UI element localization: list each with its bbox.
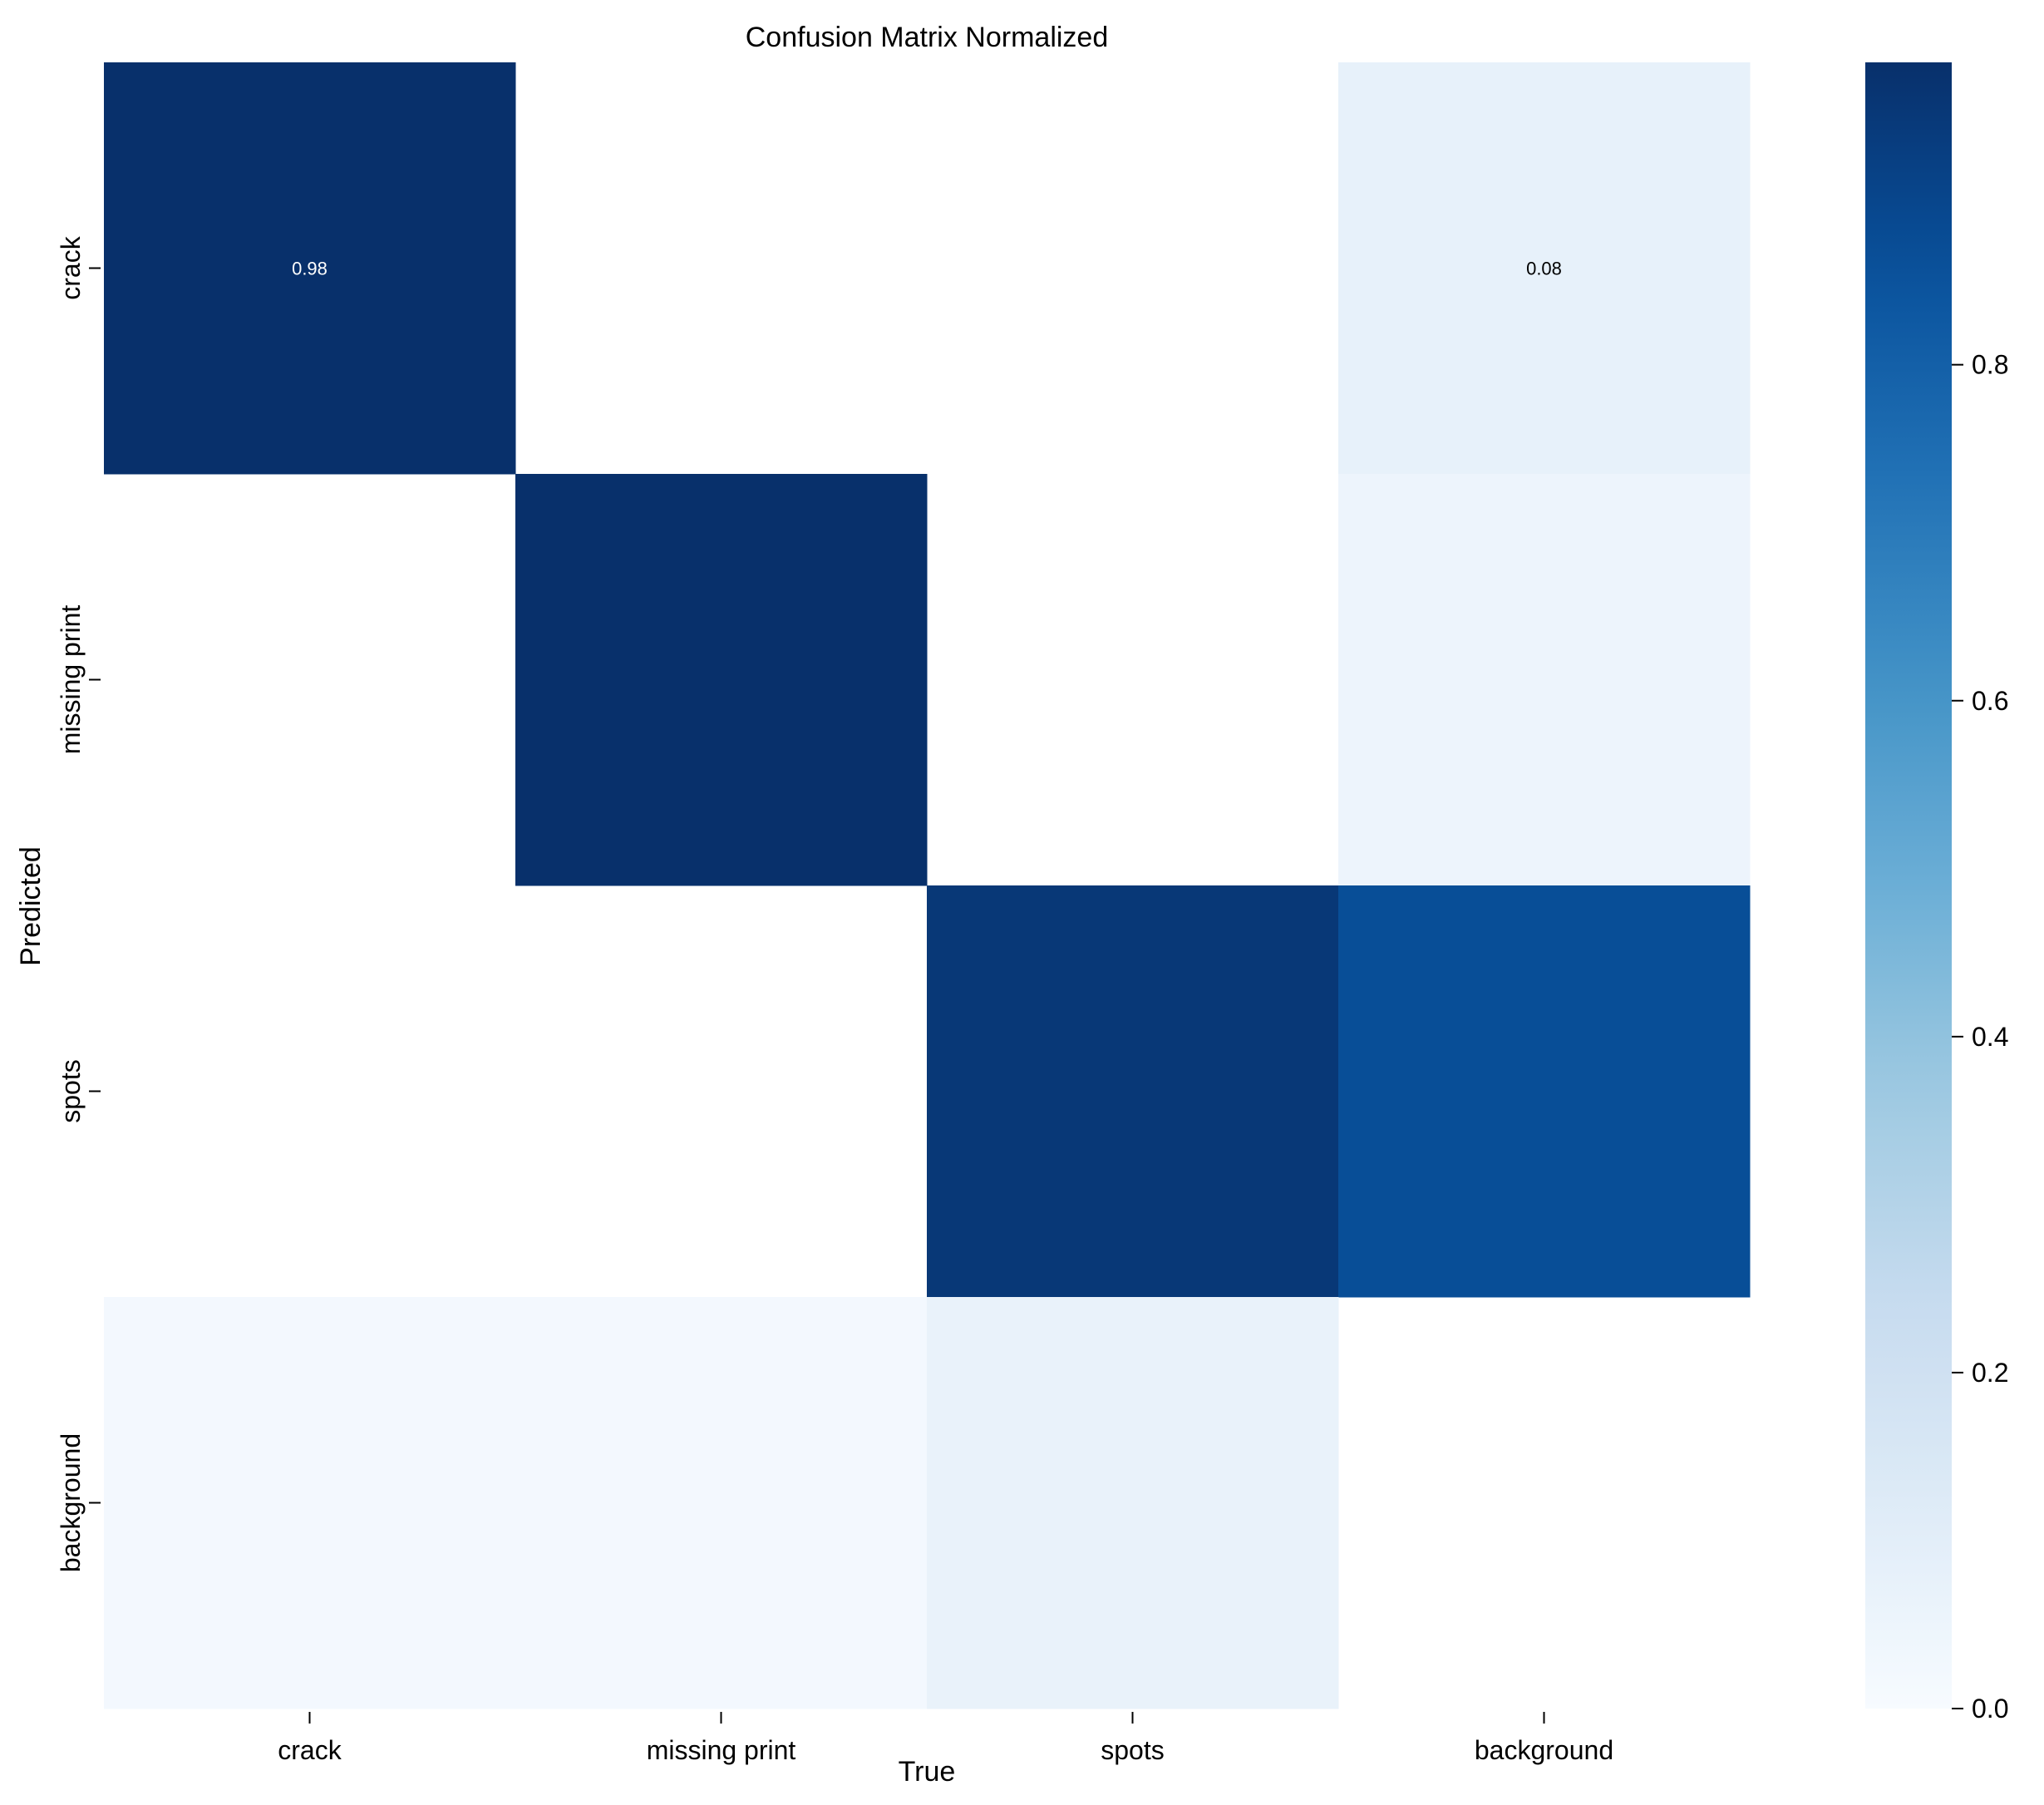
colorbar-tick-label: 0.4: [1972, 1022, 2008, 1052]
cell-label-crack-crack: 0.98: [292, 259, 328, 279]
y-axis: crack missing print spots background: [56, 235, 101, 1572]
y-tick-label-crack: crack: [56, 235, 86, 299]
colorbar-tick-label: 0.6: [1972, 686, 2008, 716]
heatmap-cells: [104, 62, 1751, 1709]
x-tick-label-missing-print: missing print: [647, 1735, 796, 1765]
x-tick-label-background: background: [1475, 1735, 1613, 1765]
x-tick-label-spots: spots: [1101, 1735, 1164, 1765]
heatmap-cell-crack-background: [1338, 62, 1751, 475]
heatmap-cell-crack-crack: [104, 62, 516, 475]
colorbar: 0.0 0.2 0.4 0.6 0.8: [1865, 62, 2008, 1724]
heatmap-cell-background-missing-print: [515, 1297, 928, 1709]
heatmap-cell-background-crack: [104, 1297, 516, 1709]
cell-label-crack-background: 0.08: [1526, 259, 1562, 279]
x-axis-label: True: [899, 1756, 956, 1788]
x-tick-label-crack: crack: [278, 1735, 342, 1765]
heatmap-cell-background-spots: [927, 1297, 1339, 1709]
colorbar-gradient: [1865, 62, 1952, 1709]
heatmap-cell-labels: 0.98 0.08: [292, 259, 1562, 279]
y-tick-label-background: background: [56, 1433, 86, 1572]
colorbar-tick-label: 0.8: [1972, 350, 2008, 380]
chart-title: Confusion Matrix Normalized: [746, 22, 1109, 53]
heatmap-cell-spots-background: [1338, 885, 1751, 1298]
heatmap-cell-missing-print-background: [1338, 474, 1751, 886]
y-axis-label: Predicted: [15, 846, 47, 966]
x-axis: crack missing print spots background: [278, 1712, 1613, 1765]
heatmap-cell-missing-print-missing-print: [515, 474, 928, 886]
y-tick-label-spots: spots: [56, 1059, 86, 1122]
colorbar-tick-label: 0.0: [1972, 1694, 2008, 1724]
heatmap-cell-spots-spots: [927, 885, 1339, 1298]
colorbar-tick-label: 0.2: [1972, 1358, 2008, 1388]
y-tick-label-missing-print: missing print: [56, 605, 86, 755]
